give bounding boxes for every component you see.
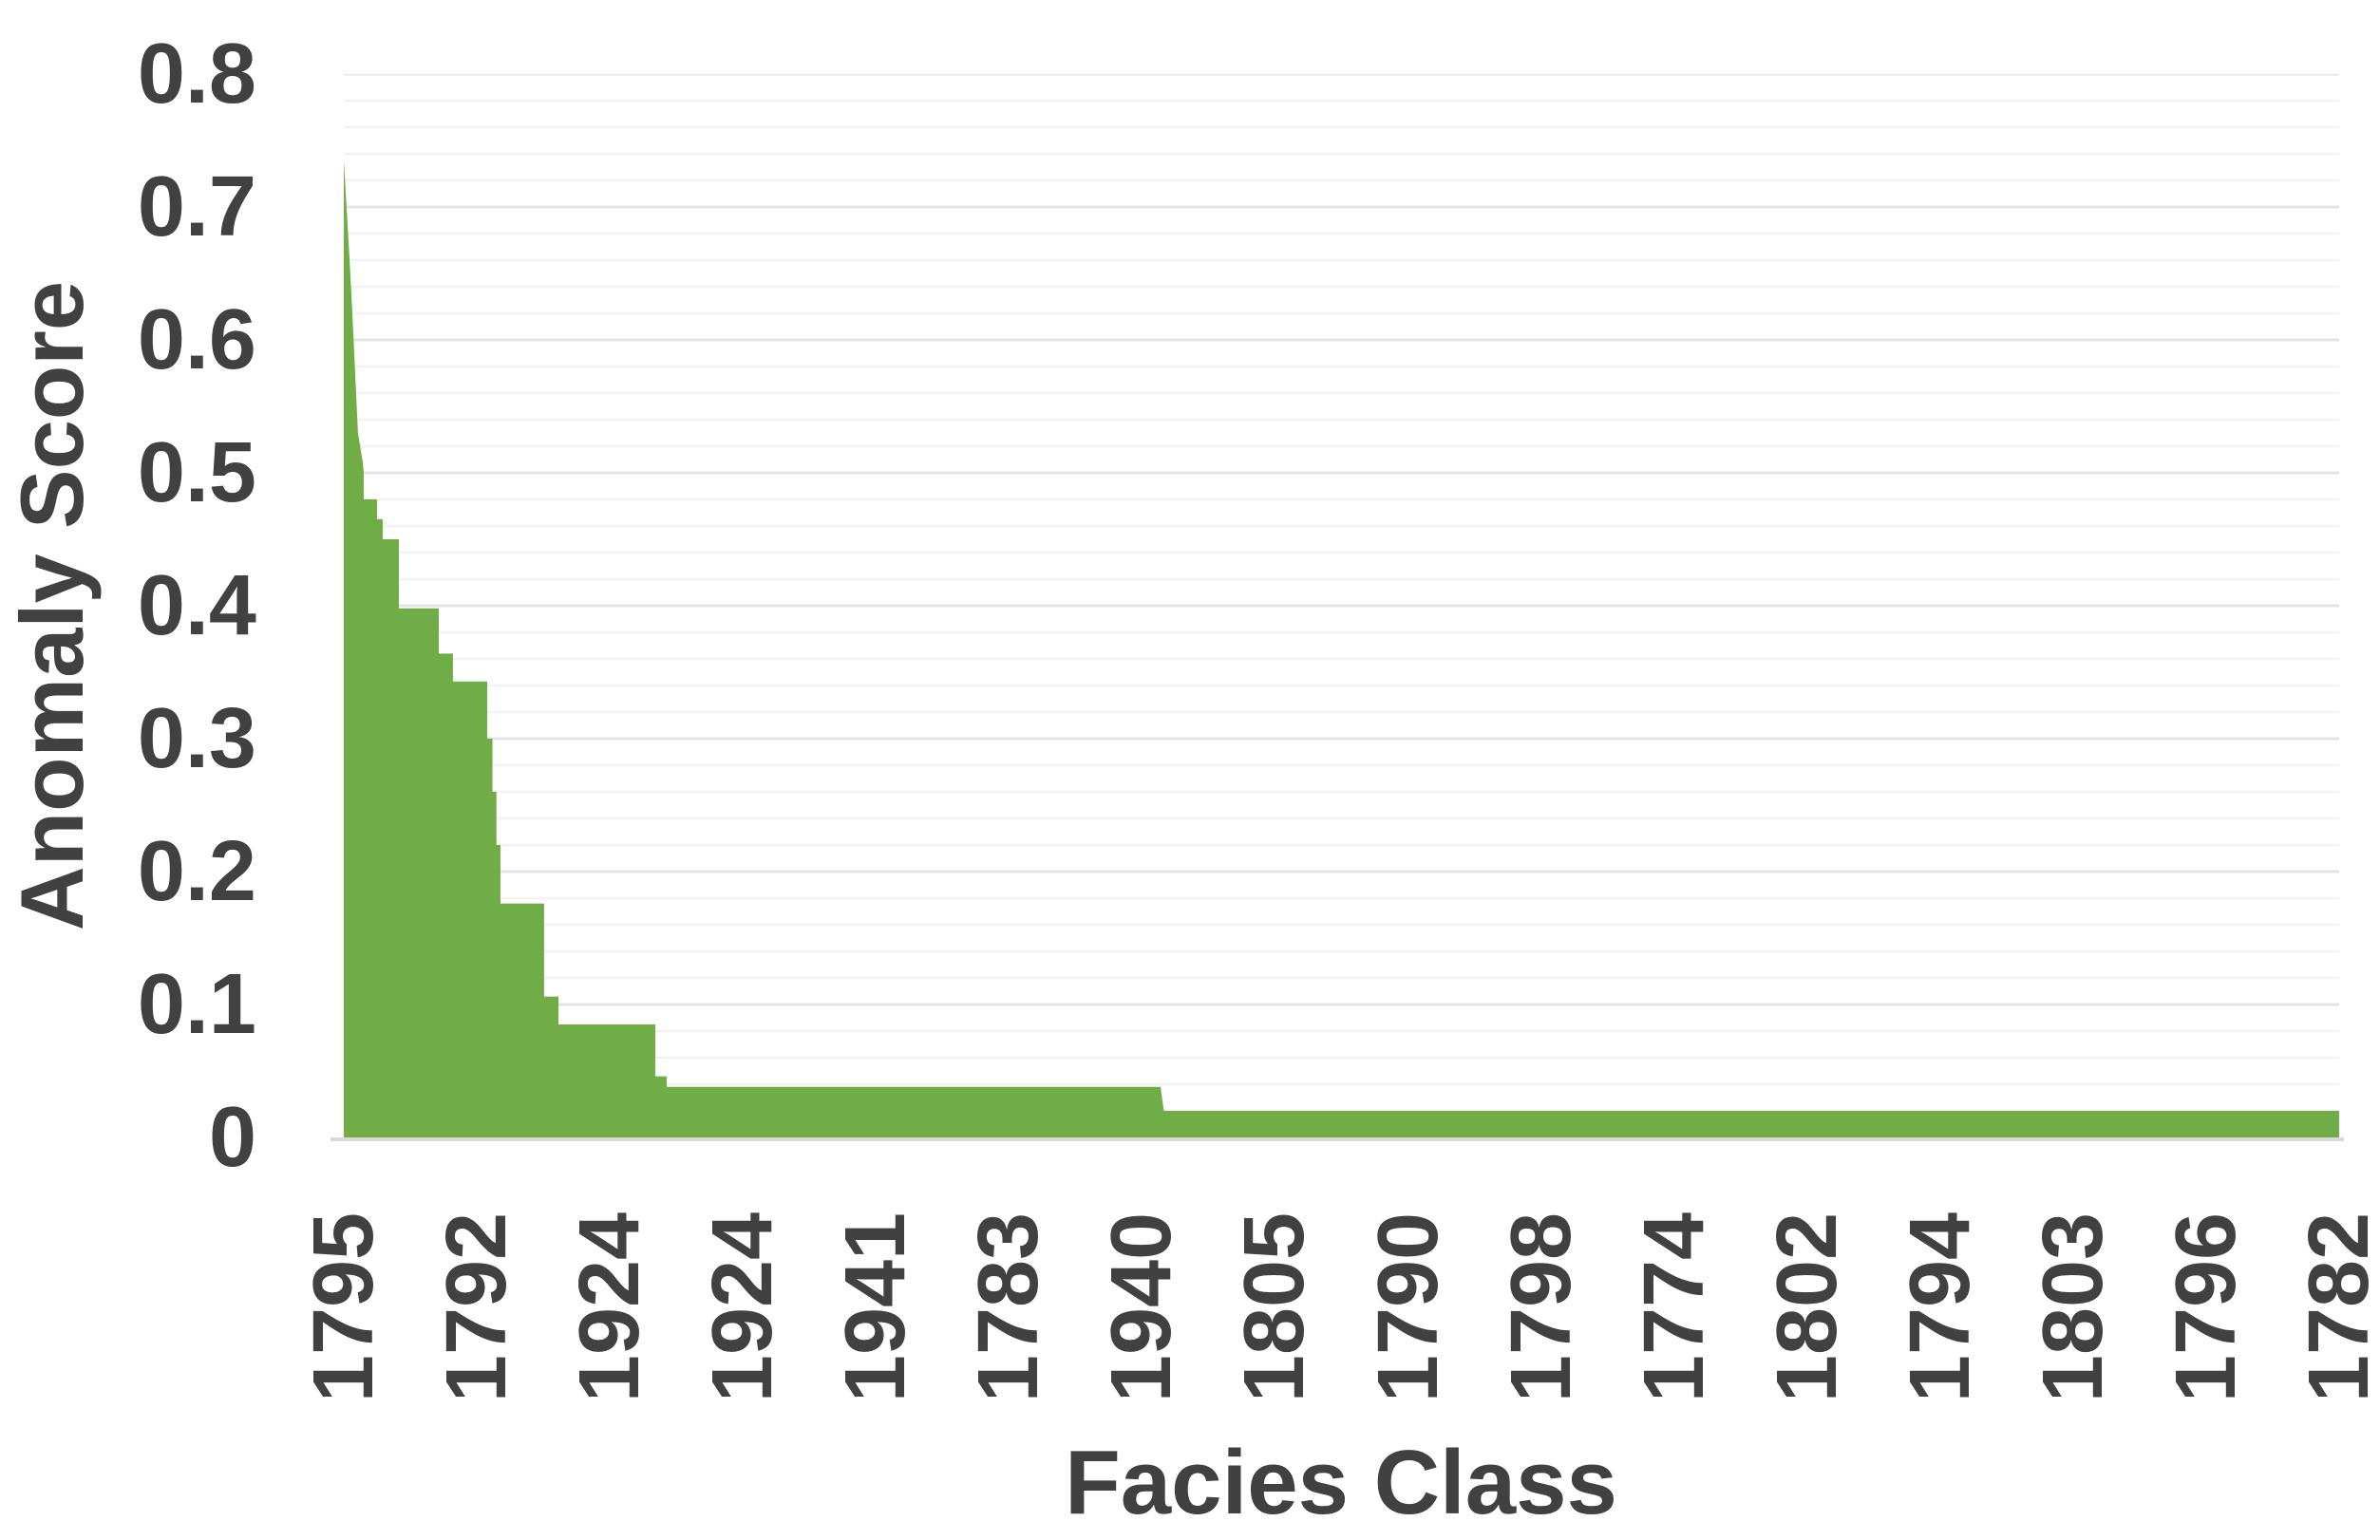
- x-tick-label: 1790: [1360, 1211, 1456, 1403]
- x-tick-label: 1803: [2025, 1211, 2121, 1403]
- x-tick-label: 1796: [2158, 1211, 2254, 1403]
- y-tick-label: 0: [208, 1090, 256, 1185]
- y-tick-label: 0.6: [137, 292, 256, 387]
- x-tick-label: 1924: [695, 1211, 791, 1403]
- x-tick-label: 1795: [296, 1211, 391, 1403]
- x-tick-label: 1792: [429, 1211, 525, 1403]
- x-axis-title: Facies Class: [1065, 1432, 1617, 1533]
- x-tick-label: 1798: [1493, 1211, 1589, 1403]
- x-tick-label: 1774: [1626, 1211, 1722, 1403]
- x-tick-label: 1924: [562, 1211, 658, 1403]
- major-gridlines: [344, 74, 2339, 1006]
- x-axis-line: [331, 1137, 2344, 1141]
- anomaly-score-area-series: [344, 160, 2339, 1137]
- y-tick-label: 0.3: [137, 691, 256, 786]
- y-tick-label: 0.5: [137, 425, 256, 520]
- y-tick-label: 0.4: [137, 558, 256, 653]
- x-tick-label: 1782: [2292, 1211, 2380, 1403]
- y-tick-label: 0.8: [137, 27, 256, 122]
- x-tick-label: 1940: [1094, 1211, 1190, 1403]
- plot-area: [344, 74, 2339, 1137]
- y-tick-label: 0.1: [137, 957, 256, 1052]
- x-tick-label: 1802: [1759, 1211, 1855, 1403]
- y-tick-label: 0.7: [137, 160, 256, 254]
- x-tick-label: 1941: [828, 1211, 924, 1403]
- x-tick-label: 1794: [1892, 1211, 1988, 1403]
- x-tick-label: 1783: [961, 1211, 1057, 1403]
- y-tick-label: 0.2: [137, 824, 256, 919]
- x-tick-label: 1805: [1227, 1211, 1323, 1403]
- minor-gridlines: [344, 99, 2339, 1113]
